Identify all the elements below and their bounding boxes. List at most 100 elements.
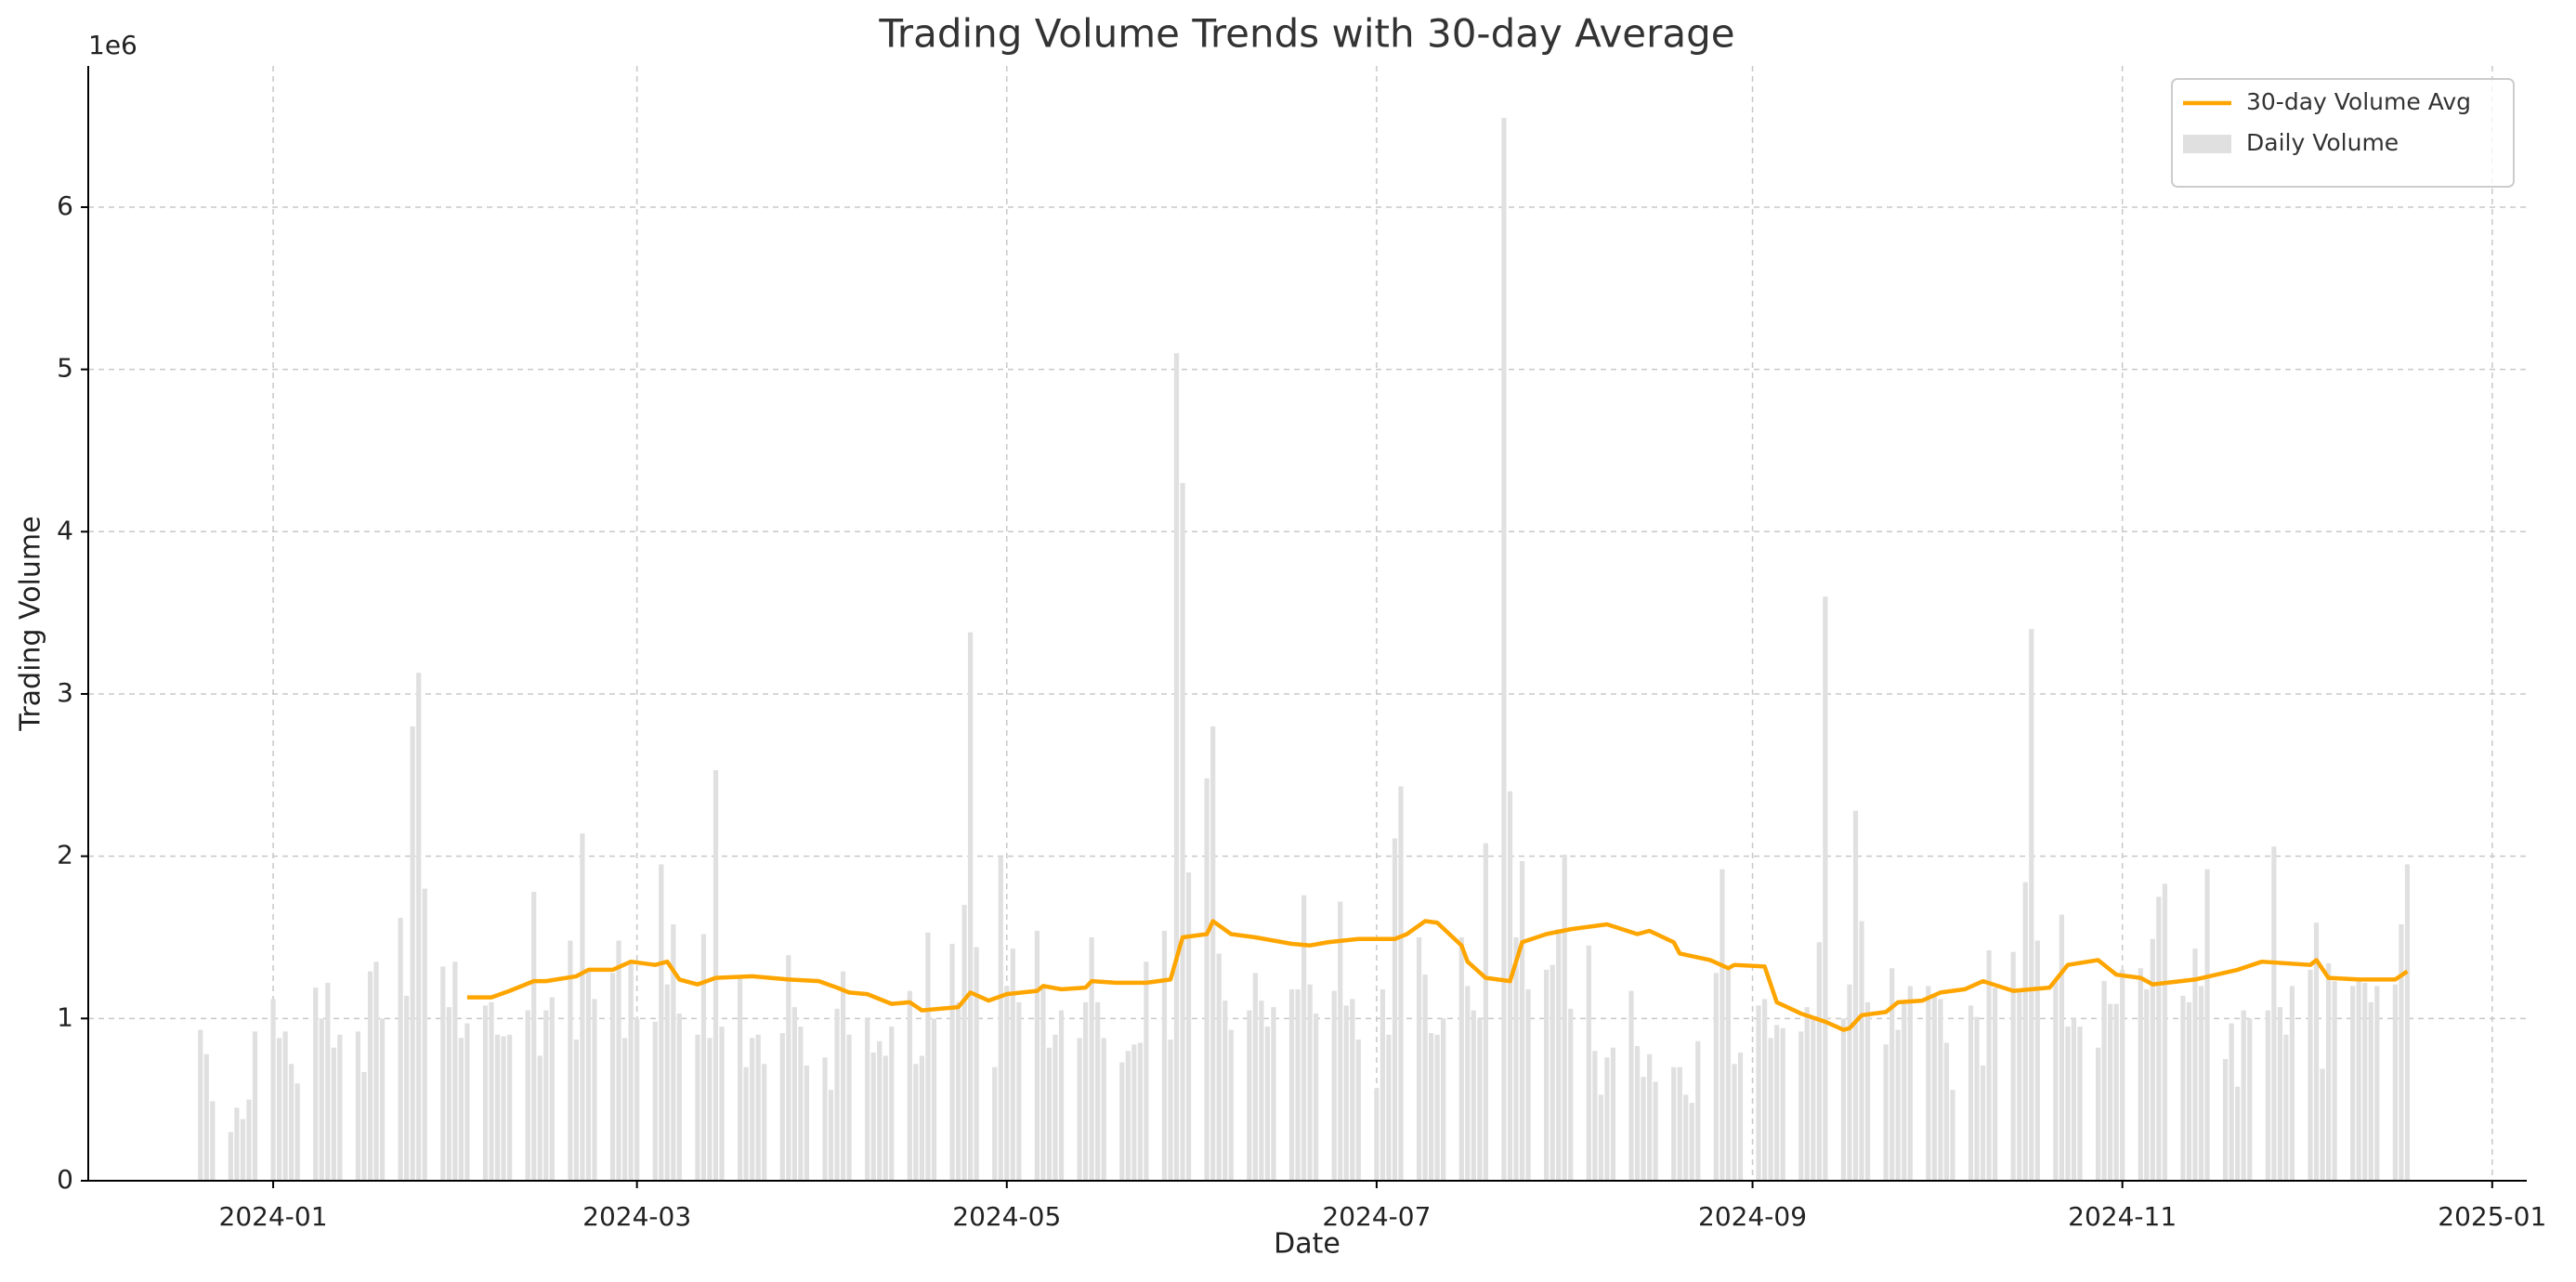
bar: [755, 1034, 761, 1181]
bar: [1016, 1001, 1022, 1181]
bar: [531, 892, 537, 1181]
bar: [2192, 948, 2198, 1181]
bar: [840, 971, 846, 1181]
bar: [313, 988, 319, 1181]
bar: [1598, 1094, 1603, 1181]
bar: [452, 962, 458, 1181]
bar: [537, 1055, 543, 1181]
bar: [416, 673, 422, 1181]
bar: [846, 1034, 852, 1181]
bar: [2362, 982, 2368, 1181]
bar: [621, 1038, 628, 1181]
bar: [1689, 1103, 1694, 1181]
bar: [361, 1071, 367, 1181]
bar: [464, 1023, 470, 1181]
bar: [325, 982, 331, 1181]
bar: [2320, 1068, 2325, 1181]
legend-swatch: [2183, 135, 2231, 153]
bar: [2029, 629, 2034, 1181]
bar: [2374, 986, 2380, 1181]
legend: 30-day Volume Avg Daily Volume: [2171, 78, 2515, 188]
x-tick-label: 2025-01: [2438, 1201, 2546, 1232]
bar: [1301, 895, 1307, 1181]
bar: [889, 1027, 895, 1181]
bar: [2059, 914, 2065, 1181]
bar: [1895, 1029, 1901, 1181]
bar: [2162, 883, 2167, 1181]
bar: [786, 955, 791, 1181]
x-tick-label: 2024-01: [219, 1201, 328, 1232]
bar: [294, 1083, 300, 1181]
bar: [1434, 1034, 1440, 1181]
bar: [1185, 872, 1192, 1181]
bar: [373, 962, 379, 1181]
bar: [1864, 1001, 1871, 1181]
legend-label: 30-day Volume Avg: [2246, 88, 2471, 115]
bar: [1350, 999, 1355, 1181]
bar: [949, 943, 955, 1181]
bar: [1392, 838, 1398, 1181]
bar: [2368, 1001, 2373, 1181]
bar: [700, 934, 707, 1181]
bar: [1374, 1088, 1380, 1181]
bar: [1671, 1066, 1677, 1181]
bar: [659, 864, 664, 1181]
bar: [1259, 1001, 1264, 1181]
bar: [1398, 786, 1404, 1181]
bar: [998, 856, 1003, 1181]
bar: [2392, 984, 2398, 1181]
bar: [2017, 988, 2022, 1181]
bar: [1422, 975, 1428, 1181]
bar: [1556, 929, 1562, 1181]
bar: [2150, 938, 2155, 1181]
bar: [525, 1010, 530, 1181]
x-tick-label: 2024-03: [582, 1201, 691, 1232]
bar: [1380, 988, 1386, 1181]
y-offset-label: 1e6: [88, 30, 137, 60]
bar: [779, 1033, 785, 1181]
bar: [762, 1064, 767, 1181]
bar: [2271, 846, 2277, 1181]
bar: [2113, 1003, 2119, 1181]
bar: [719, 1027, 725, 1181]
bar: [1471, 1010, 1476, 1181]
bar: [501, 1036, 506, 1181]
bar: [634, 1018, 640, 1181]
bar: [931, 1018, 937, 1181]
bar: [791, 1007, 797, 1181]
bar: [1441, 1018, 1446, 1181]
bar: [1173, 353, 1180, 1182]
bar: [1355, 1040, 1361, 1181]
bar: [2265, 1010, 2270, 1181]
bar: [282, 1031, 288, 1181]
bar: [240, 1118, 246, 1181]
bar: [1058, 1010, 1065, 1181]
bar: [1513, 936, 1519, 1181]
bar: [1125, 1051, 1131, 1181]
bar: [252, 1031, 258, 1181]
bar: [398, 918, 403, 1181]
bar: [2204, 869, 2210, 1181]
bar: [1883, 1044, 1889, 1181]
bar: [1210, 726, 1216, 1181]
bar: [276, 1038, 282, 1181]
bar: [616, 940, 621, 1181]
bar: [992, 1066, 998, 1181]
bar: [1343, 1005, 1349, 1181]
bar: [337, 1034, 343, 1181]
bar: [1926, 986, 1931, 1181]
bar: [1562, 854, 1567, 1181]
bar: [1943, 1042, 1950, 1181]
bar: [379, 1018, 386, 1181]
bar: [331, 1047, 336, 1181]
bar: [1458, 936, 1464, 1181]
bar: [1386, 1034, 1392, 1181]
bar: [1247, 1010, 1252, 1181]
bar: [2138, 968, 2143, 1181]
bar: [1288, 988, 1295, 1181]
bar: [1131, 1044, 1137, 1181]
bar: [1852, 810, 1859, 1181]
x-axis-label: Date: [1274, 1228, 1340, 1261]
bar: [713, 770, 719, 1181]
bar: [1756, 1005, 1761, 1181]
